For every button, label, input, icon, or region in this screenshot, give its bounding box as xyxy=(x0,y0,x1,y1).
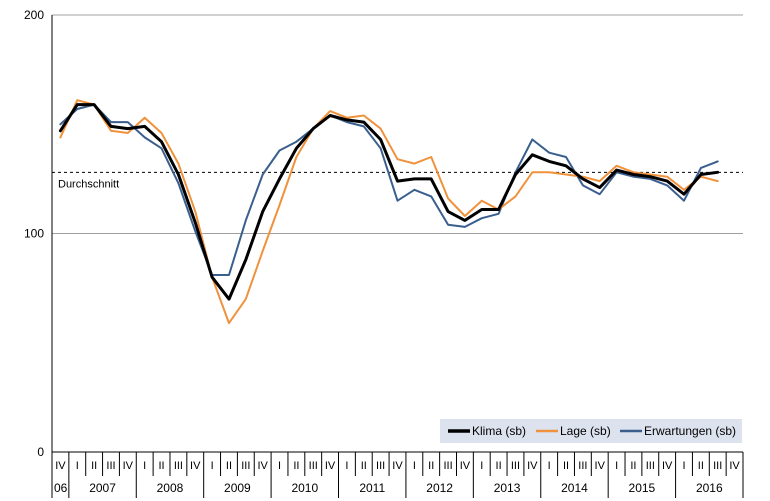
year-label-2014: 2014 xyxy=(561,481,588,495)
quarter-label: II xyxy=(158,460,164,472)
quarter-label: III xyxy=(443,460,452,472)
year-label-2008: 2008 xyxy=(157,481,184,495)
quarter-label: IV xyxy=(325,460,336,472)
quarter-label: I xyxy=(278,460,281,472)
year-label-2012: 2012 xyxy=(426,481,453,495)
quarter-label: I xyxy=(211,460,214,472)
quarter-label: IV xyxy=(662,460,673,472)
x-axis: IV I II III IV I II III IV I II III IV I II III IV I II III… xyxy=(51,451,744,498)
quarter-label: IV xyxy=(190,460,201,472)
year-label-2009: 2009 xyxy=(224,481,251,495)
y-tick-label-100: 100 xyxy=(24,227,44,241)
quarter-label: IV xyxy=(392,460,403,472)
quarter-label: IV xyxy=(527,460,538,472)
grid-lines xyxy=(52,14,743,234)
year-label-2016: 2016 xyxy=(696,481,723,495)
year-label-2010: 2010 xyxy=(291,481,318,495)
quarter-label: II xyxy=(91,460,97,472)
quarter-label: II xyxy=(698,460,704,472)
year-label-06: 06 xyxy=(54,481,68,495)
quarter-label: III xyxy=(309,460,318,472)
quarter-label: III xyxy=(511,460,520,472)
quarter-label: IV xyxy=(257,460,268,472)
legend-label-lage: Lage (sb) xyxy=(560,424,611,438)
quarter-label: III xyxy=(174,460,183,472)
y-axis: 0 100 200 xyxy=(24,8,53,459)
legend: Klima (sb) Lage (sb) Erwartungen (sb) xyxy=(440,419,742,443)
quarter-label: II xyxy=(563,460,569,472)
quarter-label: I xyxy=(76,460,79,472)
legend-label-erwartungen: Erwartungen (sb) xyxy=(644,424,736,438)
average-reference: Durchschnitt xyxy=(52,171,743,190)
quarter-label: I xyxy=(345,460,348,472)
y-tick-label-200: 200 xyxy=(24,8,44,22)
quarter-label: IV xyxy=(729,460,740,472)
series-line-erwartungen xyxy=(59,103,719,276)
quarter-label: III xyxy=(578,460,587,472)
quarter-label: IV xyxy=(595,460,606,472)
quarter-label: III xyxy=(106,460,115,472)
quarter-label: II xyxy=(428,460,434,472)
quarter-label: I xyxy=(480,460,483,472)
legend-label-klima: Klima (sb) xyxy=(472,424,526,438)
quarter-label: III xyxy=(241,460,250,472)
quarter-label: III xyxy=(713,460,722,472)
quarter-label: II xyxy=(226,460,232,472)
y-tick-label-0: 0 xyxy=(37,445,44,459)
quarter-label: III xyxy=(376,460,385,472)
quarter-label: III xyxy=(646,460,655,472)
quarter-label: II xyxy=(630,460,636,472)
year-label-2011: 2011 xyxy=(359,481,385,495)
series-lines xyxy=(58,99,720,325)
quarter-label: I xyxy=(548,460,551,472)
quarter-label: IV xyxy=(460,460,471,472)
quarter-label: I xyxy=(413,460,416,472)
quarter-label: II xyxy=(496,460,502,472)
quarter-label: I xyxy=(615,460,618,472)
year-label-2015: 2015 xyxy=(629,481,656,495)
series-line-lage xyxy=(59,99,719,325)
year-label-2007: 2007 xyxy=(89,481,116,495)
series-line-klima xyxy=(58,103,720,301)
quarter-label: II xyxy=(293,460,299,472)
average-label: Durchschnitt xyxy=(58,178,119,190)
quarter-label: I xyxy=(143,460,146,472)
year-label-2013: 2013 xyxy=(494,481,521,495)
legend-box xyxy=(440,419,742,443)
quarter-label: II xyxy=(361,460,367,472)
quarter-label: IV xyxy=(55,460,66,472)
quarter-label: I xyxy=(682,460,685,472)
quarter-label: IV xyxy=(123,460,134,472)
